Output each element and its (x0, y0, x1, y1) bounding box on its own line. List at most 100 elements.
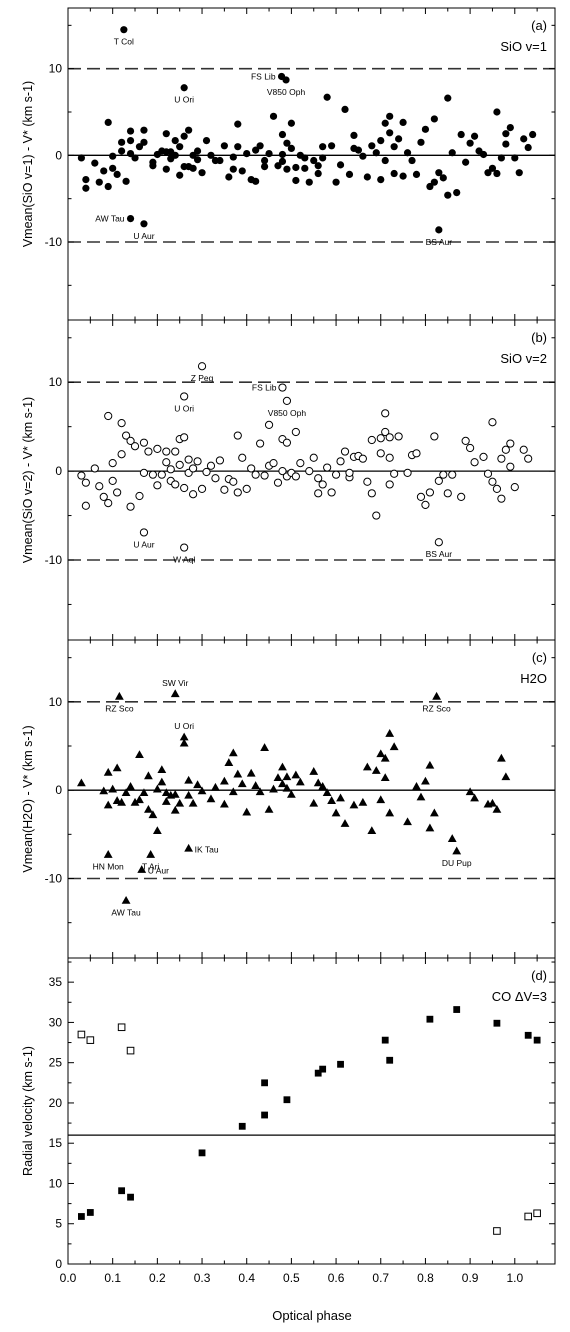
data-point (135, 795, 144, 804)
data-point (301, 164, 309, 172)
data-point (488, 477, 497, 486)
data-point (189, 490, 198, 499)
y-tick-label: 10 (49, 1176, 63, 1190)
point-label: AW Tau (95, 214, 125, 224)
data-point (108, 476, 117, 485)
data-point (184, 455, 193, 464)
data-point (264, 805, 274, 813)
data-point (502, 130, 510, 138)
data-point (161, 797, 171, 805)
data-point (367, 489, 376, 498)
y-tick-label: 10 (49, 695, 63, 709)
data-point (103, 767, 113, 776)
data-point (252, 177, 260, 185)
data-point (421, 125, 430, 133)
data-point (137, 865, 147, 873)
data-point (207, 151, 215, 159)
data-point (265, 150, 273, 158)
data-point (120, 26, 128, 34)
data-point (296, 459, 305, 468)
data-point (434, 476, 443, 485)
data-point (220, 142, 228, 150)
point-label: W Aql (173, 555, 195, 565)
data-point (484, 169, 492, 177)
data-point (234, 143, 242, 151)
data-point (497, 154, 505, 162)
data-point (292, 163, 300, 172)
data-point (189, 164, 197, 172)
data-point (385, 808, 395, 817)
data-point (170, 789, 180, 798)
data-point (429, 808, 439, 817)
data-point (179, 738, 189, 747)
data-point (309, 453, 318, 462)
data-point (533, 1036, 541, 1044)
y-tick-label: -10 (45, 872, 63, 886)
data-point (197, 362, 207, 371)
data-point (385, 433, 394, 442)
data-point (77, 471, 86, 480)
data-point (412, 782, 421, 790)
data-point (157, 777, 167, 786)
data-point (185, 126, 193, 134)
data-point (430, 178, 438, 186)
data-point (130, 442, 140, 451)
data-point (238, 1122, 246, 1130)
data-point (278, 383, 287, 392)
y-tick-label: 0 (55, 1257, 62, 1271)
data-point (215, 456, 225, 465)
data-point (524, 1031, 532, 1039)
data-point (237, 779, 247, 788)
data-point (345, 170, 354, 178)
data-point (86, 1036, 95, 1044)
y-tick-label: 0 (55, 464, 62, 478)
x-tick-label: 0.0 (60, 1271, 77, 1285)
data-point (291, 770, 301, 779)
data-point (372, 511, 381, 520)
data-point (117, 419, 126, 428)
data-point (408, 156, 416, 165)
data-point (322, 788, 332, 797)
data-point (252, 146, 260, 154)
data-point (139, 438, 149, 447)
data-point (389, 742, 399, 751)
data-point (493, 108, 501, 116)
point-label: T Ari (142, 862, 159, 872)
data-point (81, 478, 90, 487)
data-point (425, 823, 435, 832)
data-point (211, 782, 220, 791)
data-point (260, 163, 269, 171)
data-point (170, 689, 180, 698)
data-point (278, 762, 287, 771)
data-point (287, 119, 295, 127)
data-point (202, 467, 211, 477)
data-point (287, 144, 295, 152)
data-point (462, 158, 470, 166)
data-point (247, 464, 256, 473)
data-point (492, 805, 502, 813)
data-point (117, 450, 126, 459)
data-point (197, 786, 207, 795)
data-point (381, 1036, 389, 1044)
data-point (519, 445, 528, 454)
point-label: RZ Sco (105, 704, 134, 714)
data-point (153, 444, 162, 453)
y-tick-label: 10 (49, 375, 63, 389)
data-point (103, 800, 113, 809)
data-point (432, 691, 442, 700)
data-point (385, 480, 394, 489)
data-point (381, 156, 389, 165)
series-1 (77, 1023, 541, 1235)
y-axis-label: Radial velocity (km s-1) (21, 1046, 35, 1176)
data-point (152, 784, 162, 793)
data-point (126, 782, 135, 790)
data-point (99, 492, 108, 501)
data-point (314, 1069, 322, 1077)
data-point (81, 501, 90, 510)
x-axis-label: Optical phase (272, 1308, 352, 1323)
point-label: SW Vir (162, 678, 188, 688)
data-point (341, 105, 349, 113)
data-point (77, 1030, 86, 1039)
x-tick-label: 0.8 (417, 1271, 434, 1285)
data-point (242, 807, 252, 816)
